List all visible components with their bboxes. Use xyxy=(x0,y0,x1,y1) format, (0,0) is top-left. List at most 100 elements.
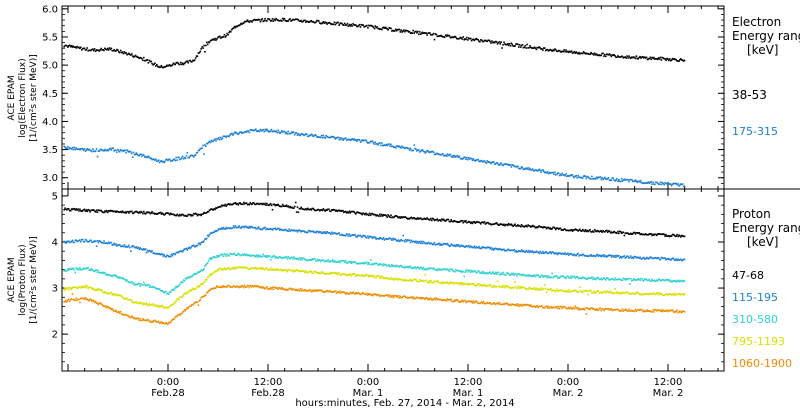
data-point xyxy=(75,208,77,210)
data-point xyxy=(279,205,281,208)
data-point xyxy=(277,129,279,132)
data-point xyxy=(243,284,246,287)
data-point xyxy=(642,310,644,313)
data-point xyxy=(514,45,516,47)
data-point xyxy=(385,237,388,240)
data-point xyxy=(675,281,677,283)
data-point xyxy=(67,208,69,210)
data-point xyxy=(209,39,212,42)
data-point xyxy=(551,251,553,253)
data-point xyxy=(674,58,677,61)
data-point xyxy=(524,251,527,253)
data-point xyxy=(578,176,580,179)
data-point xyxy=(430,151,432,153)
data-point xyxy=(647,293,650,295)
data-point xyxy=(359,234,362,237)
data-point xyxy=(75,147,77,149)
data-point xyxy=(679,279,681,282)
data-point xyxy=(210,208,213,210)
data-point xyxy=(192,287,194,290)
data-point xyxy=(368,293,371,296)
electron-legend-unit: [keV] xyxy=(747,43,778,57)
data-point xyxy=(664,58,666,60)
data-point xyxy=(166,254,168,257)
data-point xyxy=(478,221,480,223)
data-point xyxy=(368,262,370,264)
data-point xyxy=(354,139,356,142)
data-point xyxy=(249,201,252,204)
data-point xyxy=(179,296,181,298)
data-point xyxy=(363,212,365,215)
data-point xyxy=(314,289,316,292)
data-point xyxy=(276,18,278,21)
data-point xyxy=(476,220,478,223)
data-point xyxy=(568,229,570,232)
data-point xyxy=(527,251,529,254)
data-point xyxy=(63,289,65,291)
data-point xyxy=(285,256,288,258)
data-point xyxy=(624,232,627,235)
data-point xyxy=(587,176,589,178)
data-point xyxy=(473,221,476,223)
data-point xyxy=(403,295,405,297)
data-point xyxy=(606,177,609,180)
data-point xyxy=(556,173,558,176)
data-point xyxy=(535,250,538,253)
x-tick-label: 12:00 xyxy=(654,377,683,388)
data-point xyxy=(634,308,637,311)
data-point xyxy=(515,273,517,275)
data-point xyxy=(511,303,514,306)
data-point xyxy=(534,47,537,49)
data-point xyxy=(202,283,204,285)
data-point xyxy=(530,46,532,49)
data-point xyxy=(138,248,140,250)
data-point xyxy=(678,259,680,261)
data-point xyxy=(170,159,173,162)
data-point xyxy=(241,254,243,256)
data-point xyxy=(459,245,462,248)
data-point xyxy=(547,226,550,229)
data-point xyxy=(236,132,239,135)
data-point xyxy=(608,309,611,311)
data-point xyxy=(633,231,636,234)
data-point xyxy=(86,210,89,213)
data-point xyxy=(591,255,593,257)
data-point xyxy=(526,288,528,291)
data-point xyxy=(196,285,199,287)
data-point xyxy=(224,268,227,271)
data-point xyxy=(397,239,400,241)
data-point xyxy=(364,235,366,237)
data-point xyxy=(404,241,406,243)
data-point xyxy=(539,305,541,308)
data-point xyxy=(255,227,257,230)
data-point xyxy=(618,310,621,312)
data-point xyxy=(601,291,603,294)
data-point xyxy=(153,305,155,307)
data-point xyxy=(80,148,82,150)
data-point xyxy=(451,220,453,223)
data-point xyxy=(129,150,131,153)
data-point xyxy=(469,222,472,225)
data-point xyxy=(655,293,657,296)
data-point xyxy=(69,209,72,212)
data-point xyxy=(670,258,673,260)
data-point xyxy=(118,211,121,213)
data-point xyxy=(151,250,153,252)
data-point xyxy=(207,235,210,238)
data-point xyxy=(232,27,235,29)
data-point xyxy=(436,243,439,246)
data-point xyxy=(254,254,256,257)
data-point xyxy=(490,246,492,249)
data-point xyxy=(657,183,660,186)
data-point xyxy=(660,293,663,295)
data-point xyxy=(257,18,260,21)
data-point xyxy=(326,209,328,211)
data-point xyxy=(116,275,118,278)
data-point xyxy=(543,170,545,173)
data-point xyxy=(112,274,114,276)
data-point xyxy=(383,144,386,146)
data-point xyxy=(93,210,96,212)
data-point xyxy=(450,219,452,221)
data-point xyxy=(156,65,159,68)
data-point xyxy=(146,211,149,214)
